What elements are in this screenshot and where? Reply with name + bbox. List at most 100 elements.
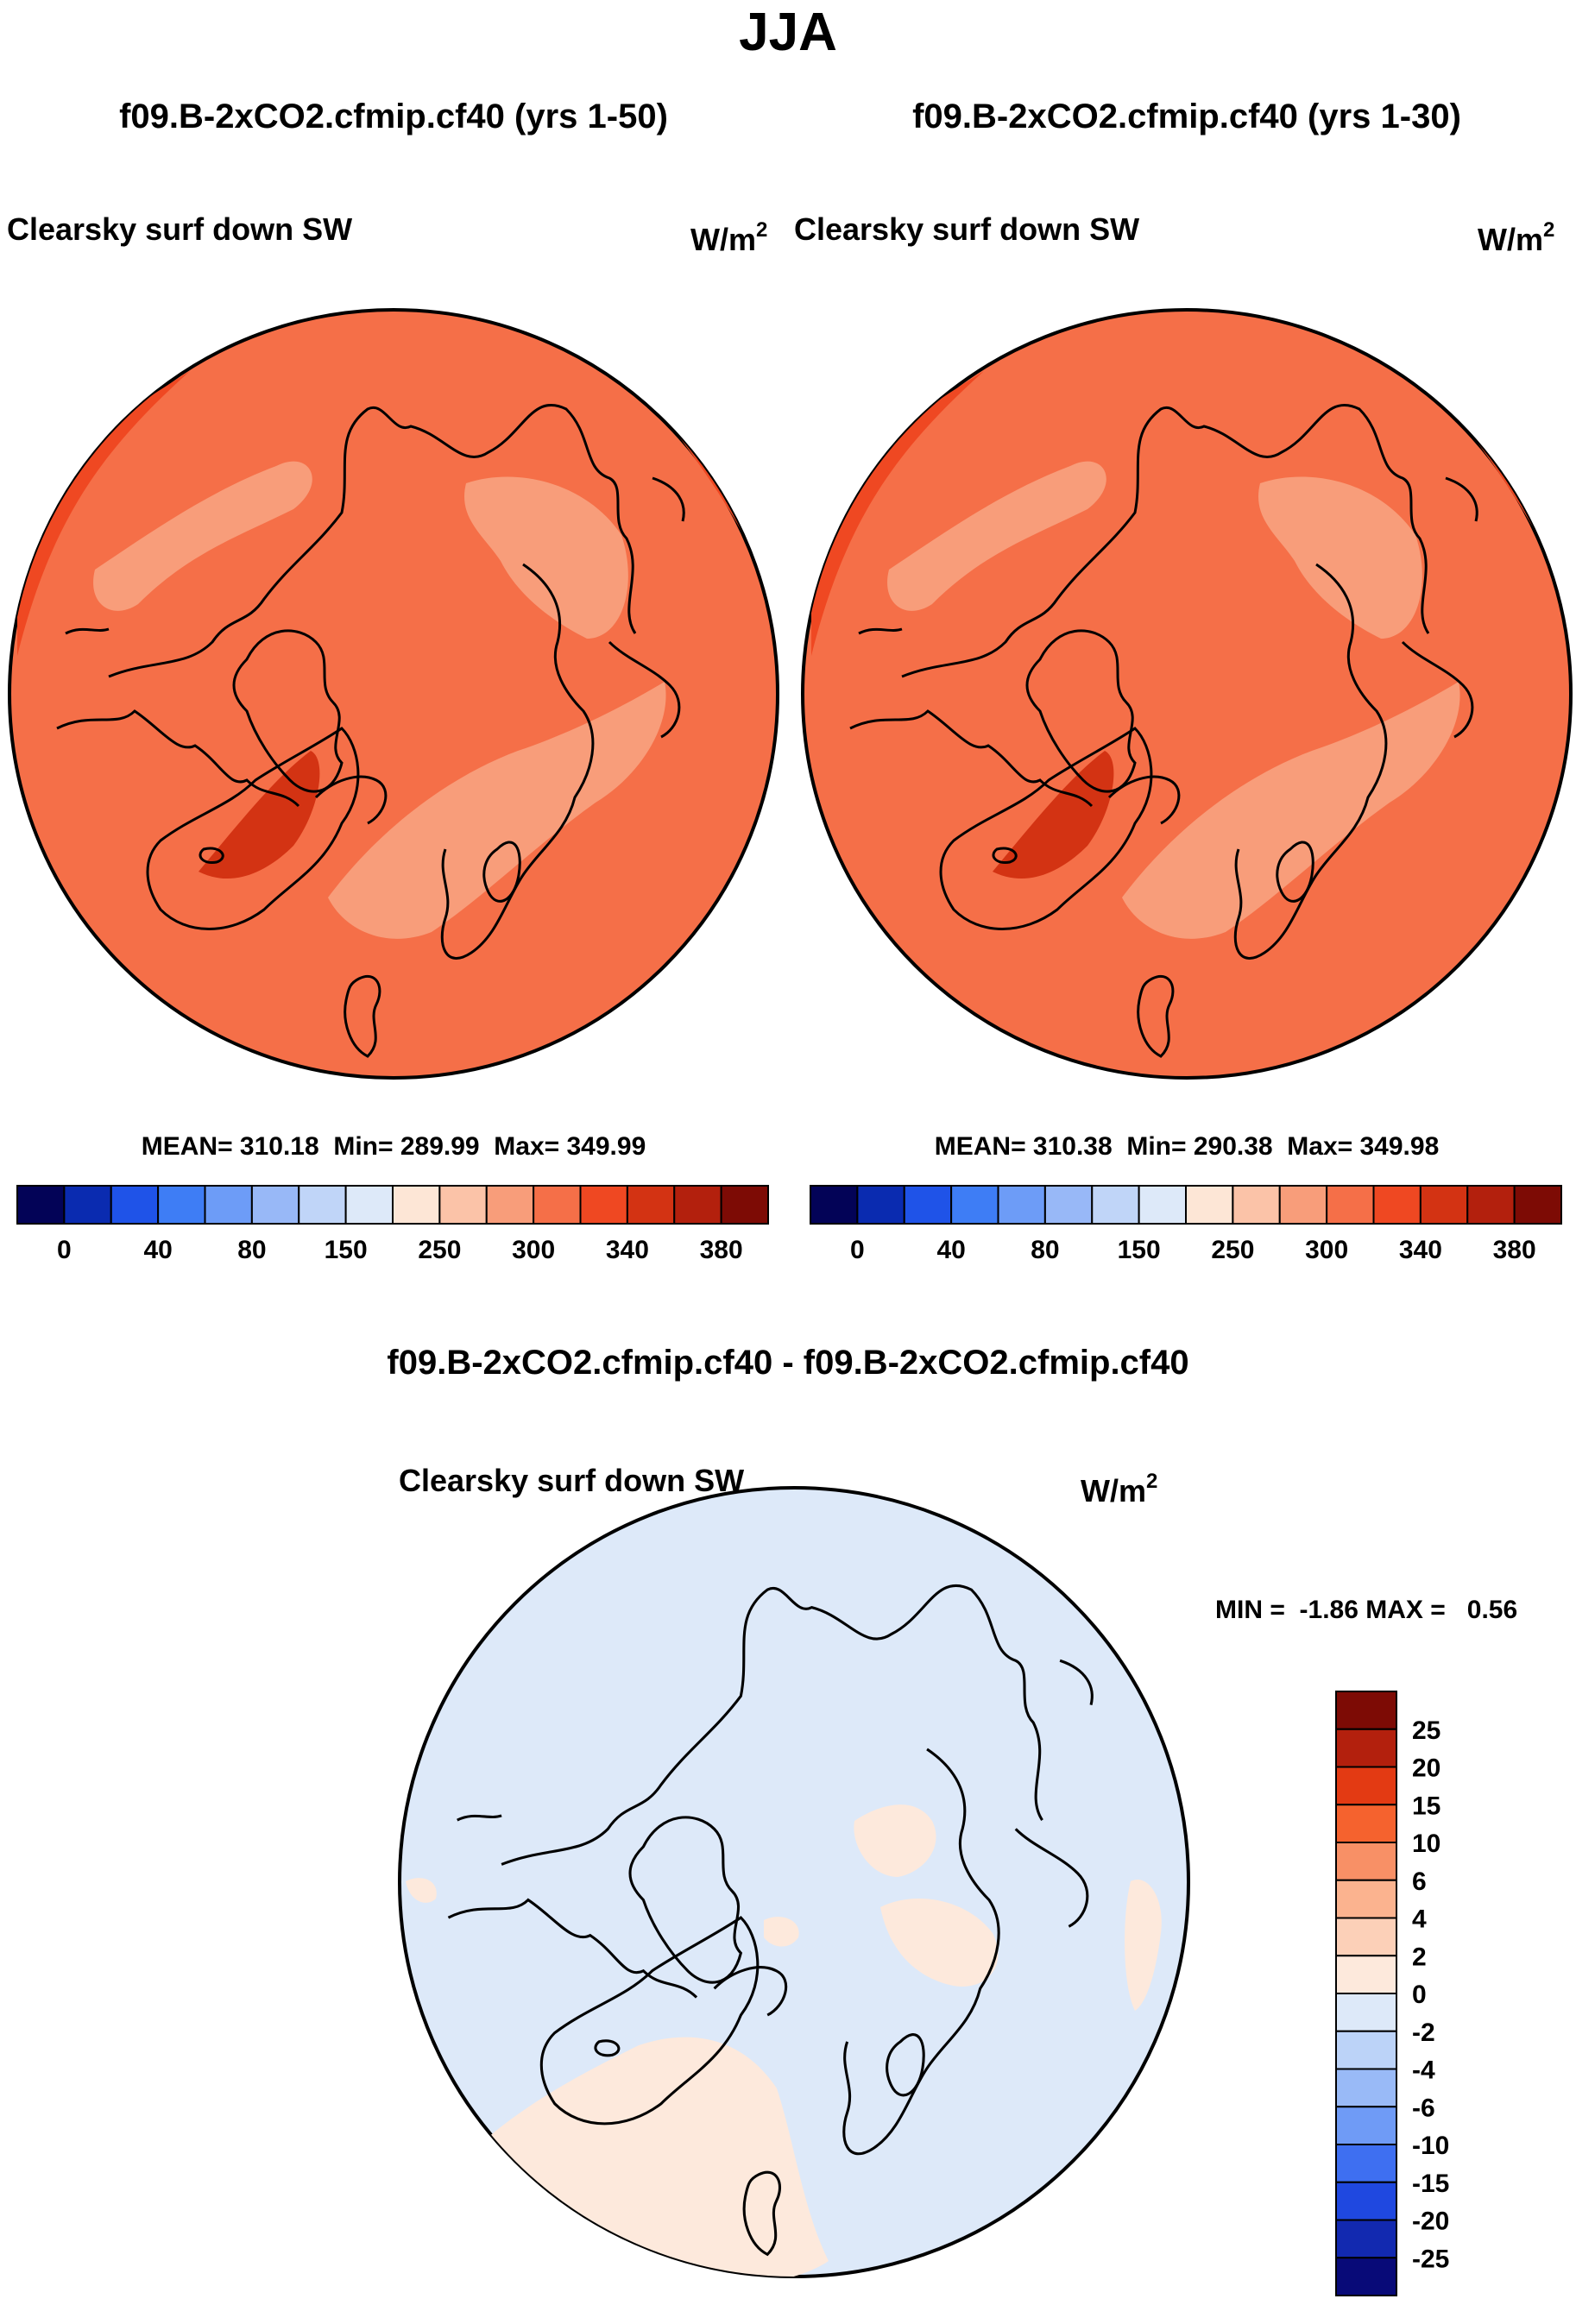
colorbar-swatch bbox=[903, 1185, 953, 1225]
colorbar-swatch bbox=[1232, 1185, 1281, 1225]
colorbar-swatch bbox=[950, 1185, 999, 1225]
panel-diff: f09.B-2xCO2.cfmip.cf40 - f09.B-2xCO2.cfm… bbox=[387, 1344, 1517, 2296]
colorbar-tick-label: -6 bbox=[1412, 2094, 1435, 2122]
colorbar-tick-label: 0 bbox=[850, 1236, 865, 1264]
map-diff-positive-region-4 bbox=[1125, 1880, 1162, 2011]
colorbar-tick-label: -2 bbox=[1412, 2019, 1435, 2047]
colorbar-swatch bbox=[438, 1185, 488, 1225]
map-left-low-region-3 bbox=[328, 682, 666, 939]
colorbar-swatch bbox=[626, 1185, 676, 1225]
colorbar-tick-label: -20 bbox=[1412, 2207, 1449, 2236]
colorbar-swatch bbox=[1335, 2181, 1397, 2221]
colorbar-swatch bbox=[1466, 1185, 1516, 1225]
colorbar-swatch bbox=[1335, 1917, 1397, 1957]
colorbar-tick-label: 380 bbox=[700, 1236, 743, 1264]
map-diff-positive-region-3 bbox=[880, 1899, 999, 1987]
colorbar-swatch bbox=[204, 1185, 253, 1225]
colorbar-swatch bbox=[1138, 1185, 1187, 1225]
colorbar-swatch bbox=[1185, 1185, 1234, 1225]
colorbar-tick-label: 40 bbox=[143, 1236, 172, 1264]
panel-left: f09.B-2xCO2.cfmip.cf40 (yrs 1-50) Clears… bbox=[7, 98, 779, 1264]
map-left bbox=[8, 308, 779, 1080]
colorbar-tick-label: 40 bbox=[936, 1236, 965, 1264]
panel-diff-units-base: W/m bbox=[1081, 1473, 1146, 1508]
colorbar-swatch bbox=[1335, 2219, 1397, 2259]
panel-left-title: f09.B-2xCO2.cfmip.cf40 (yrs 1-50) bbox=[119, 98, 668, 135]
colorbar-tick-label: 250 bbox=[418, 1236, 461, 1264]
colorbar-tick-label: 250 bbox=[1211, 1236, 1254, 1264]
colorbar-swatch bbox=[1335, 2068, 1397, 2108]
panel-right-units-exp: 2 bbox=[1543, 218, 1554, 242]
colorbar-swatch bbox=[1335, 1955, 1397, 1994]
colorbar-tick-label: 0 bbox=[1412, 1981, 1427, 2009]
colorbar-swatch bbox=[1335, 2106, 1397, 2145]
colorbar-tick-label: -15 bbox=[1412, 2170, 1449, 2198]
colorbar-tick-label: 25 bbox=[1412, 1716, 1440, 1745]
figure-title: JJA bbox=[739, 3, 837, 62]
panel-diff-variable: Clearsky surf down SW bbox=[399, 1463, 744, 1498]
panel-left-units-base: W/m bbox=[690, 222, 756, 257]
colorbar-left: 0 40 80 150 250 300 340 380 bbox=[16, 1185, 769, 1264]
map-right-low-region-3 bbox=[1122, 682, 1460, 939]
colorbar-tick-label: -25 bbox=[1412, 2245, 1449, 2273]
colorbar-swatch bbox=[1335, 1728, 1397, 1768]
panel-right-stats: MEAN= 310.38 Min= 290.38 Max= 349.98 bbox=[935, 1132, 1440, 1161]
colorbar-swatch bbox=[1335, 2257, 1397, 2296]
colorbar-swatch bbox=[1335, 1879, 1397, 1919]
map-diff-positive-region-2 bbox=[854, 1804, 936, 1877]
colorbar-swatch bbox=[1335, 2030, 1397, 2070]
colorbar-swatch bbox=[810, 1185, 859, 1225]
colorbar-swatch bbox=[673, 1185, 722, 1225]
map-diff-positive-region-6 bbox=[406, 1878, 437, 1903]
colorbar-right: 0 40 80 150 250 300 340 380 bbox=[810, 1185, 1562, 1264]
colorbar-swatch bbox=[1091, 1185, 1140, 1225]
map-diff-positive-region-5 bbox=[764, 1917, 799, 1947]
colorbar-swatch bbox=[1335, 1804, 1397, 1843]
panel-left-units-exp: 2 bbox=[756, 218, 767, 242]
colorbar-swatch bbox=[1335, 1993, 1397, 2032]
colorbar-tick-label: 80 bbox=[1031, 1236, 1059, 1264]
colorbar-tick-label: 300 bbox=[512, 1236, 555, 1264]
colorbar-tick-label: 6 bbox=[1412, 1867, 1427, 1896]
panel-diff-title: f09.B-2xCO2.cfmip.cf40 - f09.B-2xCO2.cfm… bbox=[387, 1344, 1188, 1382]
colorbar-swatch bbox=[1419, 1185, 1469, 1225]
colorbar-swatch bbox=[1335, 1691, 1397, 1730]
colorbar-tick-label: 15 bbox=[1412, 1792, 1440, 1820]
colorbar-swatch bbox=[1335, 1766, 1397, 1806]
panel-left-variable: Clearsky surf down SW bbox=[7, 211, 352, 247]
panel-left-units: W/m2 bbox=[690, 218, 767, 257]
panel-diff-units-exp: 2 bbox=[1146, 1470, 1157, 1493]
colorbar-swatch bbox=[63, 1185, 112, 1225]
colorbar-tick-label: 300 bbox=[1305, 1236, 1348, 1264]
colorbar-swatch bbox=[1278, 1185, 1328, 1225]
colorbar-swatch bbox=[720, 1185, 769, 1225]
panel-diff-stats: MIN = -1.86 MAX = 0.56 bbox=[1215, 1596, 1517, 1624]
colorbar-tick-label: 340 bbox=[1399, 1236, 1442, 1264]
colorbar-swatch bbox=[1326, 1185, 1375, 1225]
colorbar-swatch bbox=[997, 1185, 1046, 1225]
colorbar-tick-label: 340 bbox=[606, 1236, 649, 1264]
colorbar-swatch bbox=[1372, 1185, 1422, 1225]
map-right-low-region-2 bbox=[1258, 476, 1422, 639]
colorbar-tick-label: 380 bbox=[1493, 1236, 1536, 1264]
map-right-high-region bbox=[993, 751, 1114, 879]
map-diff bbox=[398, 1486, 1190, 2278]
colorbar-swatch bbox=[110, 1185, 160, 1225]
colorbar-swatch bbox=[157, 1185, 206, 1225]
map-right-low-region-1 bbox=[887, 461, 1106, 611]
colorbar-tick-label: 2 bbox=[1412, 1943, 1427, 1971]
map-left-low-region-2 bbox=[464, 476, 628, 639]
colorbar-swatch bbox=[485, 1185, 535, 1225]
panel-left-stats: MEAN= 310.18 Min= 289.99 Max= 349.99 bbox=[142, 1132, 646, 1161]
panel-right: f09.B-2xCO2.cfmip.cf40 (yrs 1-30) Clears… bbox=[794, 98, 1573, 1264]
colorbar-swatch bbox=[298, 1185, 347, 1225]
colorbar-tick-label: 4 bbox=[1412, 1905, 1427, 1934]
colorbar-tick-label: -4 bbox=[1412, 2056, 1435, 2085]
colorbar-tick-label: 20 bbox=[1412, 1754, 1440, 1783]
map-left-low-region-1 bbox=[93, 461, 312, 611]
colorbar-tick-label: 150 bbox=[325, 1236, 368, 1264]
map-right bbox=[801, 308, 1573, 1080]
colorbar-swatch bbox=[1513, 1185, 1562, 1225]
